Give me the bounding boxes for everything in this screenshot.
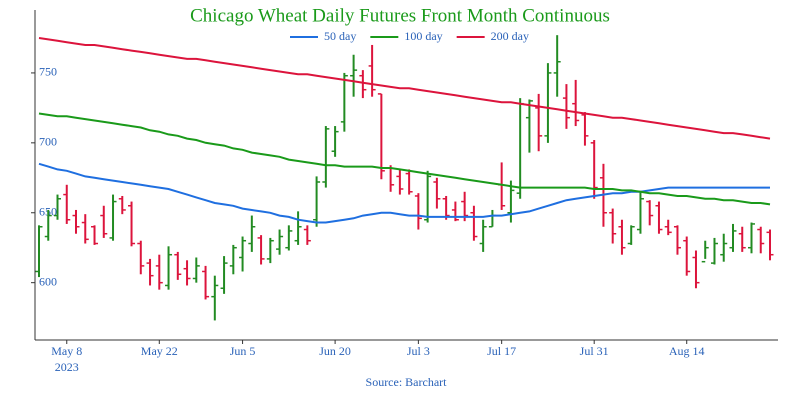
x-tick-year: 2023 (55, 360, 79, 374)
source-note: Source: Barchart (366, 375, 448, 389)
x-tick-label: Aug 14 (669, 344, 705, 358)
legend-label: 100 day (404, 29, 442, 43)
y-tick-label: 750 (39, 65, 57, 79)
moving-average-line (38, 162, 770, 224)
x-tick-label: Jul 3 (407, 344, 430, 358)
y-tick-label: 700 (39, 135, 57, 149)
x-tick-label: May 8 (51, 344, 82, 358)
moving-average-line (38, 112, 771, 206)
x-tick-label: May 22 (141, 344, 178, 358)
y-tick-label: 600 (39, 274, 57, 288)
legend-label: 200 day (491, 29, 529, 43)
x-tick-label: Jun 5 (230, 344, 256, 358)
moving-average-line (38, 37, 771, 140)
legend-label: 50 day (324, 29, 356, 43)
x-tick-label: Jul 31 (580, 344, 609, 358)
x-tick-label: Jul 17 (487, 344, 516, 358)
chart-title: Chicago Wheat Daily Futures Front Month … (190, 5, 610, 26)
x-tick-label: Jun 20 (319, 344, 351, 358)
